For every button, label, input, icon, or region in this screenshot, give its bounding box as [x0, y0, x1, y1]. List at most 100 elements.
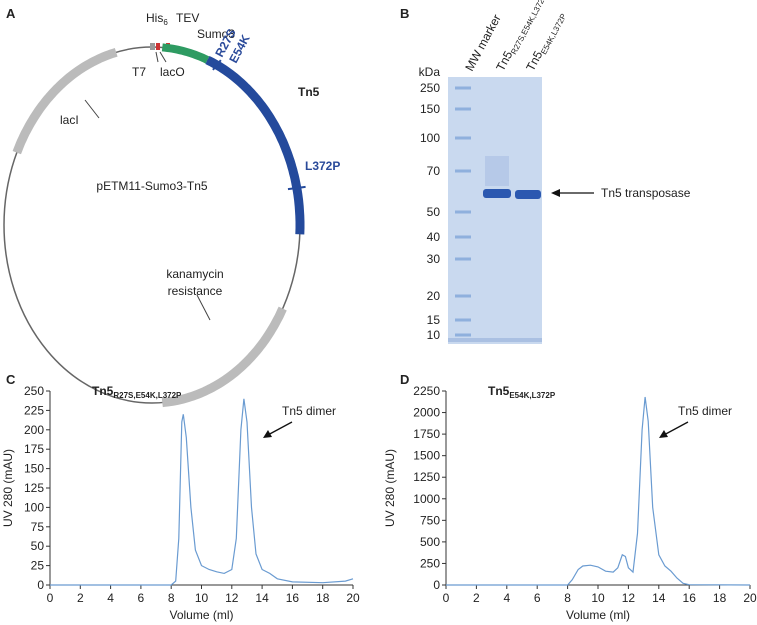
annotation: Tn5 dimer [282, 404, 336, 418]
x-tick-label: 12 [622, 591, 636, 605]
panel-label: B [400, 6, 409, 21]
x-label: Volume (ml) [169, 608, 233, 622]
kda-label: 10 [427, 328, 441, 342]
pointer [84, 99, 100, 119]
x-tick-label: 12 [225, 591, 239, 605]
marker-band [455, 235, 471, 239]
panel-label: D [400, 372, 409, 387]
panel-label: C [6, 372, 16, 387]
kda-label: 15 [427, 313, 441, 327]
x-tick-label: 10 [195, 591, 209, 605]
x-tick-label: 4 [107, 591, 114, 605]
x-tick-label: 18 [316, 591, 330, 605]
marker-band [455, 318, 471, 322]
arrow [661, 421, 689, 437]
x-tick-label: 4 [503, 591, 510, 605]
kda-label: 150 [420, 102, 440, 116]
arrow [265, 421, 293, 437]
label: Tn5 [298, 85, 320, 99]
kda-label: 250 [420, 81, 440, 95]
pointer [155, 51, 159, 63]
y-tick-label: 100 [24, 500, 44, 514]
y-tick-label: 250 [420, 556, 440, 570]
x-tick-label: 20 [743, 591, 757, 605]
laco-box [156, 43, 160, 50]
chart-title: Tn5R27S,E54K,L372P [92, 384, 182, 400]
laci-arc [12, 48, 118, 155]
y-tick-label: 1000 [413, 492, 440, 506]
label: resistance [168, 284, 223, 298]
arrow-head [659, 430, 668, 438]
y-tick-label: 1750 [413, 427, 440, 441]
label: lacO [160, 65, 185, 79]
label: His6 [146, 11, 168, 27]
title-main: Tn5 [488, 384, 510, 398]
title-main: Tn5 [92, 384, 114, 398]
kda-label: 50 [427, 205, 441, 219]
gel-front [448, 338, 542, 342]
kda-label: 100 [420, 131, 440, 145]
marker-band [455, 257, 471, 261]
x-tick-label: 16 [286, 591, 300, 605]
x-tick-label: 0 [47, 591, 54, 605]
y-tick-label: 125 [24, 481, 44, 495]
arrow-head [263, 430, 272, 438]
y-tick-label: 2000 [413, 406, 440, 420]
y-tick-label: 25 [31, 559, 45, 573]
l372p-tick [287, 185, 306, 191]
x-tick-label: 20 [346, 591, 360, 605]
label: T7 [132, 65, 146, 79]
x-tick-label: 14 [255, 591, 269, 605]
pointer [159, 51, 167, 63]
x-label: Volume (ml) [566, 608, 630, 622]
y-label: UV 280 (mAU) [1, 449, 15, 527]
annotation: Tn5 dimer [678, 404, 732, 418]
y-tick-label: 0 [37, 578, 44, 592]
label: lacI [60, 113, 79, 127]
marker-band [455, 107, 471, 111]
label: Sumo3 [197, 27, 235, 41]
plasmid-map: His6 TEV Sumo3 T7 lacO R27S E54K Tn5 L37… [3, 11, 340, 408]
y-tick-label: 1250 [413, 470, 440, 484]
marker-band [455, 136, 471, 140]
r27s-tick [212, 59, 222, 71]
smear [485, 156, 509, 186]
arrow-head [551, 189, 560, 197]
marker-band [455, 294, 471, 298]
x-tick-label: 14 [652, 591, 666, 605]
y-tick-label: 200 [24, 423, 44, 437]
pointer [196, 294, 211, 321]
y-tick-label: 0 [433, 578, 440, 592]
kda-label: 70 [427, 164, 441, 178]
y-tick-label: 225 [24, 403, 44, 417]
x-tick-label: 8 [564, 591, 571, 605]
y-tick-label: 175 [24, 442, 44, 456]
x-tick-label: 8 [168, 591, 175, 605]
label: kanamycin [166, 267, 223, 281]
y-tick-label: 1500 [413, 449, 440, 463]
sumo3-arc [161, 43, 210, 64]
title-sub: R27S,E54K,L372P [113, 391, 182, 400]
y-tick-label: 150 [24, 462, 44, 476]
x-tick-label: 2 [77, 591, 84, 605]
panel-label: A [6, 6, 16, 21]
y-tick-label: 500 [420, 535, 440, 549]
kda-label: 40 [427, 230, 441, 244]
chart-title: Tn5E54K,L372P [488, 384, 556, 400]
plasmid-name: pETM11-Sumo3-Tn5 [96, 179, 207, 193]
tn5-arc [205, 55, 305, 235]
title-sub: E54K,L372P [509, 391, 555, 400]
kan-arc [161, 306, 287, 408]
x-tick-label: 6 [534, 591, 541, 605]
mutation: L372P [305, 159, 340, 173]
y-tick-label: 2250 [413, 384, 440, 398]
t7-box [150, 43, 155, 50]
kda-label: 20 [427, 289, 441, 303]
band [483, 189, 511, 198]
marker-band [455, 86, 471, 90]
marker-band [455, 210, 471, 214]
y-tick-label: 250 [24, 384, 44, 398]
x-tick-label: 18 [713, 591, 727, 605]
